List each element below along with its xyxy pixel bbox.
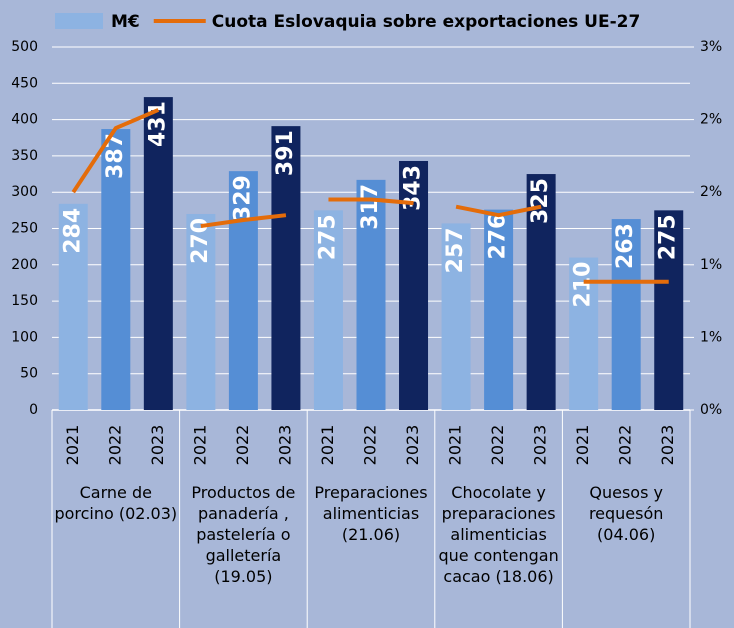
x-tick-label: 2021 — [190, 425, 209, 466]
y-tick-label: 100 — [11, 329, 38, 345]
group-label: Productos de panadería , pastelería o ga… — [191, 483, 296, 586]
bar — [143, 97, 173, 411]
x-tick-label: 2022 — [616, 425, 635, 466]
x-tick-label: 2023 — [403, 425, 422, 466]
x-tick-label: 2022 — [105, 425, 124, 466]
legend-label: Cuota Eslovaquia sobre exportaciones UE-… — [212, 12, 641, 32]
bar — [186, 213, 216, 410]
group-label: Carne de porcino (02.03) — [54, 483, 178, 523]
group-label: Preparaciones alimenticias (21.06) — [314, 483, 428, 544]
y-tick-label: 150 — [11, 293, 38, 309]
y-tick-label: 0 — [29, 402, 38, 418]
x-tick-label: 2022 — [233, 425, 252, 466]
y2-tick-label: 3% — [700, 39, 722, 55]
bar — [484, 209, 514, 410]
data-label: 329 — [230, 175, 255, 221]
bar — [356, 179, 386, 410]
x-tick-label: 2023 — [658, 425, 677, 466]
y2-tick-label: 0% — [700, 402, 722, 418]
data-label: 263 — [613, 223, 638, 269]
data-label: 325 — [528, 178, 553, 224]
data-label: 210 — [571, 262, 596, 308]
y-tick-label: 200 — [11, 257, 38, 273]
legend-swatch — [55, 13, 103, 29]
y2-tick-label: 2% — [700, 112, 722, 128]
y-tick-label: 50 — [20, 366, 38, 382]
y2-tick-label: 1% — [700, 257, 722, 273]
x-tick-label: 2023 — [531, 425, 550, 466]
y-tick-label: 450 — [11, 75, 38, 91]
x-tick-label: 2021 — [318, 425, 337, 466]
x-tick-label: 2021 — [63, 425, 82, 466]
data-label: 275 — [315, 214, 340, 260]
x-tick-label: 2022 — [488, 425, 507, 466]
x-tick-label: 2021 — [573, 425, 592, 466]
x-tick-label: 2023 — [148, 425, 167, 466]
bar — [654, 210, 684, 410]
bar — [441, 223, 471, 410]
x-tick-label: 2023 — [275, 425, 294, 466]
data-label: 257 — [443, 227, 468, 273]
data-label: 276 — [486, 214, 511, 260]
legend-label: M€ — [111, 12, 140, 32]
data-label: 275 — [656, 214, 681, 260]
bar — [58, 203, 88, 410]
y-tick-label: 350 — [11, 148, 38, 164]
y2-tick-label: 2% — [700, 184, 722, 200]
bar — [313, 210, 343, 410]
y-tick-label: 250 — [11, 221, 38, 237]
line-segment — [455, 204, 542, 218]
y2-tick-label: 1% — [700, 329, 722, 345]
line-segment — [200, 213, 287, 229]
y-tick-label: 400 — [11, 112, 38, 128]
data-label: 317 — [358, 184, 383, 230]
line-segment — [71, 108, 160, 194]
x-tick-label: 2022 — [361, 425, 380, 466]
group-label: Quesos y requesón (04.06) — [588, 483, 664, 544]
bar — [228, 171, 258, 410]
data-label: 431 — [145, 101, 170, 147]
bar — [271, 126, 301, 410]
data-label: 284 — [60, 208, 85, 254]
x-tick-label: 2021 — [446, 425, 465, 466]
bar — [611, 219, 641, 410]
y-tick-label: 300 — [11, 184, 38, 200]
group-label: Chocolate y preparaciones alimenticias q… — [438, 483, 559, 586]
bar — [101, 129, 131, 410]
line-segment — [328, 197, 414, 206]
y-tick-label: 500 — [11, 39, 38, 55]
bar — [526, 174, 556, 410]
data-label: 391 — [273, 130, 298, 176]
